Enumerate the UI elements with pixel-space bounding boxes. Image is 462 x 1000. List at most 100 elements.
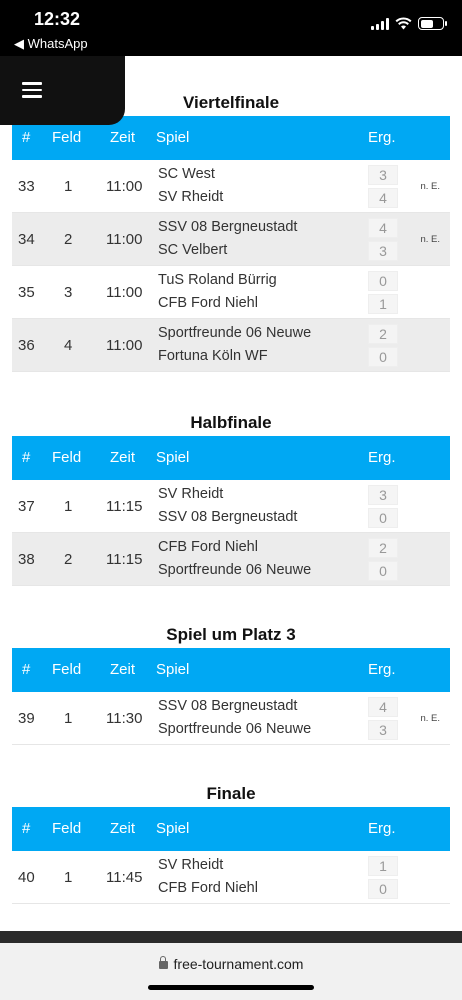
home-team: SV Rheidt	[158, 857, 224, 873]
back-to-whatsapp-link[interactable]: ◀ WhatsApp	[14, 36, 88, 51]
match-row[interactable]: 38 2 11:15 CFB Ford Niehl Sportfreunde 06 Ne…	[12, 533, 450, 586]
match-row[interactable]: 37 1 11:15 SV Rheidt SSV 08 Bergneustadt 3 0	[12, 480, 450, 533]
col-header-erg: Erg.	[368, 449, 396, 466]
home-score: 4	[368, 697, 398, 717]
away-team: SV Rheidt	[158, 189, 224, 205]
match-time: 11:00	[106, 284, 143, 301]
match-number: 33	[18, 178, 35, 195]
section-1: Halbfinale # Feld Zeit Spiel Erg. 37 1 11:15 SV R…	[12, 412, 450, 586]
lock-icon	[158, 956, 168, 969]
match-field: 1	[64, 710, 73, 727]
away-team: CFB Ford Niehl	[158, 880, 258, 896]
col-header-feld: Feld	[52, 129, 82, 146]
home-score: 1	[368, 856, 398, 876]
match-row[interactable]: 33 1 11:00 SC West SV Rheidt 3 4 n. E.	[12, 160, 450, 213]
match-row[interactable]: 35 3 11:00 TuS Roland Bürrig CFB Ford Niehl 0…	[12, 266, 450, 319]
home-score: 3	[368, 165, 398, 185]
away-score: 1	[368, 294, 398, 314]
status-icons	[371, 17, 447, 30]
wifi-icon	[395, 17, 412, 30]
match-time: 11:45	[106, 869, 143, 886]
col-header-nr: #	[22, 129, 31, 146]
status-bar: 12:32 ◀ WhatsApp	[0, 0, 462, 56]
nav-menu-panel	[0, 50, 125, 125]
col-header-spiel: Spiel	[156, 449, 190, 466]
away-score: 0	[368, 347, 398, 367]
signal-icon	[371, 17, 389, 30]
match-number: 36	[18, 337, 35, 354]
match-row[interactable]: 34 2 11:00 SSV 08 Bergneustadt SC Velbert 4 3 n…	[12, 213, 450, 266]
home-team: SC West	[158, 166, 215, 182]
section-3: Finale # Feld Zeit Spiel Erg. 40 1 11:45 SV Rheid…	[12, 783, 450, 904]
home-score: 2	[368, 324, 398, 344]
table-header: # Feld Zeit Spiel Erg.	[12, 648, 450, 692]
away-score: 3	[368, 241, 398, 261]
match-field: 4	[64, 337, 73, 354]
browser-url-bar[interactable]: free-tournament.com	[0, 943, 462, 1000]
match-number: 37	[18, 498, 35, 515]
home-score: 0	[368, 271, 398, 291]
status-time: 12:32	[34, 9, 81, 29]
section-2: Spiel um Platz 3 # Feld Zeit Spiel Erg. 39 1 11:…	[12, 624, 450, 745]
home-team: SV Rheidt	[158, 486, 224, 502]
away-score: 0	[368, 879, 398, 899]
home-score: 2	[368, 538, 398, 558]
col-header-feld: Feld	[52, 661, 82, 678]
col-header-zeit: Zeit	[110, 129, 136, 146]
col-header-erg: Erg.	[368, 661, 396, 678]
match-row[interactable]: 39 1 11:30 SSV 08 Bergneustadt Sportfreunde …	[12, 692, 450, 745]
section-title: Viertelfinale	[182, 93, 280, 112]
penalty-note: n. E.	[420, 713, 440, 724]
col-header-zeit: Zeit	[110, 820, 136, 837]
away-score: 4	[368, 188, 398, 208]
hamburger-menu-icon[interactable]	[22, 82, 42, 98]
match-number: 40	[18, 869, 35, 886]
penalty-note: n. E.	[420, 234, 440, 245]
match-time: 11:15	[106, 551, 143, 568]
match-field: 2	[64, 231, 73, 248]
match-time: 11:30	[106, 710, 143, 727]
col-header-spiel: Spiel	[156, 129, 190, 146]
col-header-nr: #	[22, 820, 31, 837]
away-team: SSV 08 Bergneustadt	[158, 509, 298, 525]
home-team: CFB Ford Niehl	[158, 539, 258, 555]
col-header-zeit: Zeit	[110, 661, 136, 678]
col-header-erg: Erg.	[368, 820, 396, 837]
home-indicator[interactable]	[148, 985, 314, 990]
away-score: 0	[368, 561, 398, 581]
match-row[interactable]: 36 4 11:00 Sportfreunde 06 Neuwe Fortuna Köl…	[12, 319, 450, 372]
home-team: Sportfreunde 06 Neuwe	[158, 325, 312, 341]
col-header-feld: Feld	[52, 820, 82, 837]
match-time: 11:15	[106, 498, 143, 515]
match-number: 38	[18, 551, 35, 568]
url-text[interactable]: free-tournament.com	[0, 956, 462, 972]
match-number: 35	[18, 284, 35, 301]
col-header-spiel: Spiel	[156, 661, 190, 678]
home-score: 4	[368, 218, 398, 238]
away-team: CFB Ford Niehl	[158, 295, 258, 311]
away-score: 3	[368, 720, 398, 740]
match-field: 1	[64, 869, 73, 886]
col-header-feld: Feld	[52, 449, 82, 466]
match-field: 2	[64, 551, 73, 568]
battery-icon	[418, 17, 447, 30]
section-0: Viertelfinale # Feld Zeit Spiel Erg. 33 1 11:00 S…	[12, 92, 450, 372]
footer-bar	[0, 931, 462, 943]
col-header-erg: Erg.	[368, 129, 396, 146]
col-header-nr: #	[22, 661, 31, 678]
section-title: Halbfinale	[190, 413, 272, 432]
match-number: 34	[18, 231, 35, 248]
away-team: Sportfreunde 06 Neuwe	[158, 721, 312, 737]
table-header: # Feld Zeit Spiel Erg.	[12, 436, 450, 480]
match-row[interactable]: 40 1 11:45 SV Rheidt CFB Ford Niehl 1 0	[12, 851, 450, 904]
col-header-spiel: Spiel	[156, 820, 190, 837]
table-header: # Feld Zeit Spiel Erg.	[12, 807, 450, 851]
match-field: 1	[64, 498, 73, 515]
home-team: TuS Roland Bürrig	[158, 272, 277, 288]
section-title: Spiel um Platz 3	[166, 625, 296, 644]
away-team: SC Velbert	[158, 242, 228, 258]
match-time: 11:00	[106, 231, 143, 248]
home-score: 3	[368, 485, 398, 505]
away-team: Sportfreunde 06 Neuwe	[158, 562, 312, 578]
away-score: 0	[368, 508, 398, 528]
